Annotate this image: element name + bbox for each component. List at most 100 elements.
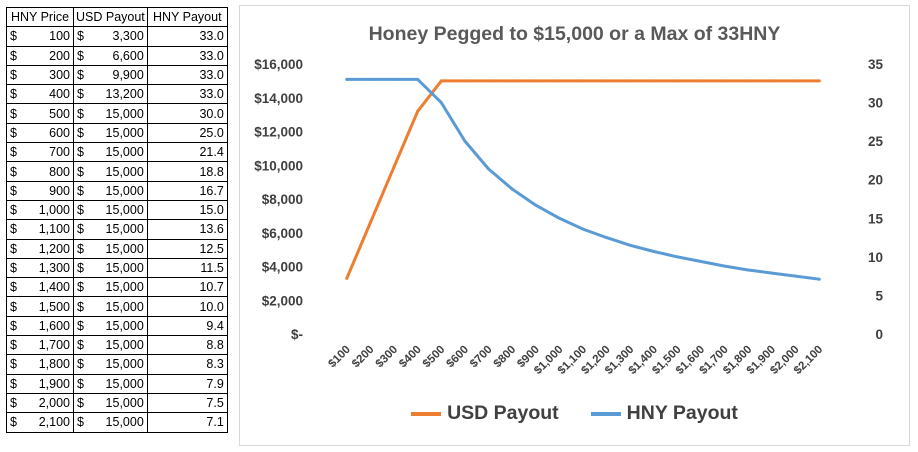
data-point-usd[interactable] bbox=[510, 79, 514, 83]
cell-usd-payout[interactable]: $15,000 bbox=[73, 219, 148, 240]
data-point-hny[interactable] bbox=[510, 187, 514, 191]
data-point-usd[interactable] bbox=[534, 79, 538, 83]
cell-usd-payout[interactable]: $9,900 bbox=[73, 64, 148, 86]
cell-hny-price[interactable]: $1,700 bbox=[6, 335, 74, 356]
cell-usd-payout[interactable]: $15,000 bbox=[73, 392, 148, 414]
cell-usd-payout[interactable]: $6,600 bbox=[73, 45, 148, 66]
cell-hny-payout[interactable]: 7.1 bbox=[146, 412, 228, 433]
cell-hny-price[interactable]: $200 bbox=[6, 45, 74, 66]
data-point-hny[interactable] bbox=[746, 268, 750, 272]
cell-hny-payout[interactable]: 8.3 bbox=[146, 354, 228, 375]
cell-hny-price[interactable]: $900 bbox=[6, 180, 74, 201]
cell-hny-payout[interactable]: 10.7 bbox=[146, 277, 228, 298]
cell-hny-price[interactable]: $1,800 bbox=[6, 354, 74, 375]
cell-usd-payout[interactable]: $15,000 bbox=[73, 315, 148, 337]
cell-hny-price[interactable]: $400 bbox=[6, 84, 74, 105]
data-point-hny[interactable] bbox=[345, 77, 349, 81]
cell-hny-payout[interactable]: 13.6 bbox=[146, 219, 228, 240]
cell-hny-payout[interactable]: 18.8 bbox=[146, 161, 228, 182]
cell-hny-price[interactable]: $2,100 bbox=[6, 412, 74, 433]
cell-usd-payout[interactable]: $15,000 bbox=[73, 238, 148, 259]
data-point-usd[interactable] bbox=[699, 79, 703, 83]
data-point-hny[interactable] bbox=[557, 216, 561, 220]
cell-hny-payout[interactable]: 33.0 bbox=[146, 84, 228, 105]
data-point-usd[interactable] bbox=[794, 79, 798, 83]
data-point-hny[interactable] bbox=[487, 167, 490, 171]
data-point-usd[interactable] bbox=[392, 165, 396, 169]
cell-hny-payout[interactable]: 33.0 bbox=[146, 45, 228, 66]
cell-usd-payout[interactable]: $15,000 bbox=[73, 277, 148, 298]
cell-usd-payout[interactable]: $3,300 bbox=[73, 26, 148, 47]
cell-hny-price[interactable]: $1,300 bbox=[6, 257, 74, 279]
cell-usd-payout[interactable]: $15,000 bbox=[73, 142, 148, 163]
data-point-usd[interactable] bbox=[557, 79, 561, 83]
data-point-hny[interactable] bbox=[463, 139, 467, 143]
data-point-usd[interactable] bbox=[605, 79, 609, 83]
cell-hny-price[interactable]: $1,500 bbox=[6, 296, 74, 317]
cell-hny-price[interactable]: $1,100 bbox=[6, 219, 74, 240]
header-usd-payout[interactable]: USD Payout bbox=[73, 6, 148, 28]
cell-hny-price[interactable]: $700 bbox=[6, 142, 74, 163]
data-point-usd[interactable] bbox=[676, 79, 679, 83]
cell-hny-payout[interactable]: 21.4 bbox=[146, 142, 228, 163]
data-point-hny[interactable] bbox=[416, 77, 420, 81]
data-point-usd[interactable] bbox=[817, 79, 821, 83]
data-point-usd[interactable] bbox=[581, 79, 585, 83]
cell-hny-payout[interactable]: 12.5 bbox=[146, 238, 228, 259]
data-point-hny[interactable] bbox=[368, 77, 372, 81]
cell-hny-price[interactable]: $1,400 bbox=[6, 277, 74, 298]
cell-usd-payout[interactable]: $15,000 bbox=[73, 122, 148, 144]
cell-hny-price[interactable]: $1,600 bbox=[6, 315, 74, 337]
data-point-hny[interactable] bbox=[676, 255, 679, 259]
cell-usd-payout[interactable]: $15,000 bbox=[73, 199, 148, 221]
cell-hny-payout[interactable]: 11.5 bbox=[146, 257, 228, 279]
cell-usd-payout[interactable]: $15,000 bbox=[73, 373, 148, 394]
cell-usd-payout[interactable]: $15,000 bbox=[73, 161, 148, 182]
cell-hny-payout[interactable]: 30.0 bbox=[146, 103, 228, 124]
cell-hny-payout[interactable]: 16.7 bbox=[146, 180, 228, 201]
cell-hny-price[interactable]: $2,000 bbox=[6, 392, 74, 414]
header-hny-price[interactable]: HNY Price bbox=[6, 6, 74, 28]
cell-usd-payout[interactable]: $15,000 bbox=[73, 412, 148, 433]
cell-hny-price[interactable]: $100 bbox=[6, 26, 74, 47]
data-point-usd[interactable] bbox=[368, 221, 372, 225]
cell-hny-price[interactable]: $800 bbox=[6, 161, 74, 182]
cell-usd-payout[interactable]: $15,000 bbox=[73, 180, 148, 201]
data-point-hny[interactable] bbox=[605, 236, 609, 240]
cell-hny-payout[interactable]: 8.8 bbox=[146, 335, 228, 356]
data-point-usd[interactable] bbox=[652, 79, 656, 83]
cell-hny-price[interactable]: $500 bbox=[6, 103, 74, 124]
data-point-usd[interactable] bbox=[439, 79, 443, 83]
cell-hny-payout[interactable]: 33.0 bbox=[146, 64, 228, 86]
cell-hny-price[interactable]: $1,200 bbox=[6, 238, 74, 259]
data-point-usd[interactable] bbox=[723, 79, 727, 83]
data-point-usd[interactable] bbox=[746, 79, 750, 83]
cell-hny-price[interactable]: $1,000 bbox=[6, 199, 74, 221]
cell-hny-payout[interactable]: 7.9 bbox=[146, 373, 228, 394]
cell-hny-payout[interactable]: 7.5 bbox=[146, 392, 228, 414]
data-point-usd[interactable] bbox=[487, 79, 490, 83]
cell-hny-price[interactable]: $300 bbox=[6, 64, 74, 86]
data-point-usd[interactable] bbox=[770, 79, 774, 83]
data-point-hny[interactable] bbox=[770, 271, 774, 275]
cell-usd-payout[interactable]: $15,000 bbox=[73, 257, 148, 279]
data-point-hny[interactable] bbox=[652, 250, 656, 253]
data-point-hny[interactable] bbox=[794, 274, 798, 278]
data-point-usd[interactable] bbox=[345, 276, 349, 280]
data-point-hny[interactable] bbox=[699, 260, 703, 263]
cell-hny-payout[interactable]: 15.0 bbox=[146, 199, 228, 221]
data-point-hny[interactable] bbox=[723, 264, 727, 268]
cell-hny-payout[interactable]: 33.0 bbox=[146, 26, 228, 47]
cell-usd-payout[interactable]: $15,000 bbox=[73, 296, 148, 317]
data-point-usd[interactable] bbox=[628, 79, 632, 83]
cell-hny-price[interactable]: $600 bbox=[6, 122, 74, 144]
data-point-hny[interactable] bbox=[581, 227, 585, 231]
cell-hny-payout[interactable]: 9.4 bbox=[146, 315, 228, 337]
cell-hny-payout[interactable]: 10.0 bbox=[146, 296, 228, 317]
data-point-hny[interactable] bbox=[534, 203, 538, 207]
data-point-hny[interactable] bbox=[817, 277, 821, 281]
cell-usd-payout[interactable]: $15,000 bbox=[73, 354, 148, 375]
header-hny-payout[interactable]: HNY Payout bbox=[146, 6, 228, 28]
cell-usd-payout[interactable]: $13,200 bbox=[73, 84, 148, 105]
data-point-hny[interactable] bbox=[392, 77, 396, 81]
